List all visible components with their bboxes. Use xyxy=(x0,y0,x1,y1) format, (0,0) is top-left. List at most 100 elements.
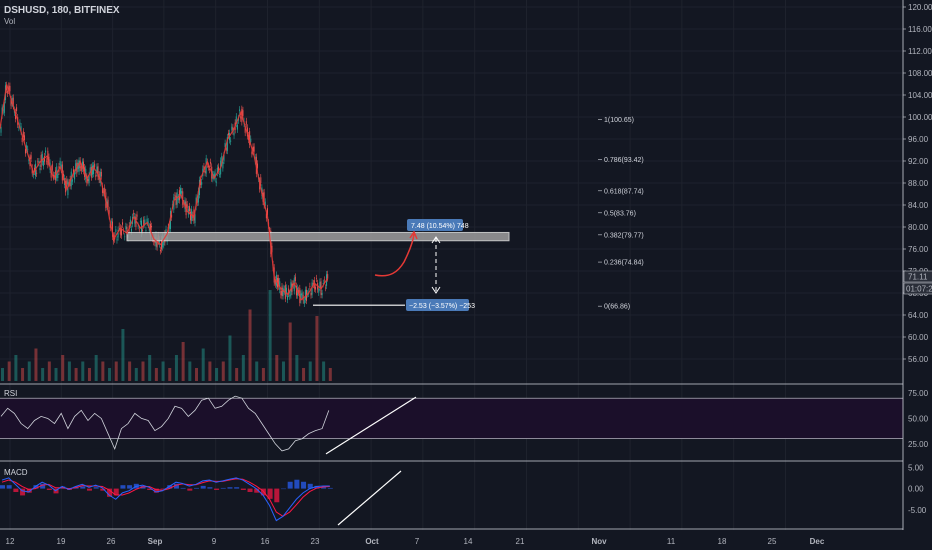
candle-body xyxy=(327,274,329,279)
rsi-line xyxy=(0,395,330,452)
candle-body xyxy=(135,217,137,227)
price-axis-label: 112.00 xyxy=(908,47,932,56)
candle-body xyxy=(300,293,302,301)
candle-body xyxy=(190,211,192,221)
candle-body xyxy=(289,294,291,297)
macd-line xyxy=(1,477,330,522)
candle-body xyxy=(287,295,289,300)
candle-body xyxy=(122,222,124,225)
fib-level-label: 0.236(74.84) xyxy=(604,260,644,267)
macd-histogram-bar xyxy=(86,488,92,491)
candle-body xyxy=(81,161,83,169)
candle-body xyxy=(10,99,12,106)
macd-axis-label: 5.00 xyxy=(908,463,924,472)
fibonacci-levels: 1(100.65) 0.786(93.42) 0.618(87.74) 0.5(83.… xyxy=(598,117,644,311)
candle-body xyxy=(221,156,223,164)
time-axis-label: 16 xyxy=(261,537,270,546)
time-axis-label: 25 xyxy=(768,537,777,546)
macd-histogram-bar xyxy=(0,485,5,489)
macd-histogram-bar xyxy=(100,488,106,491)
time-axis-label: 9 xyxy=(212,537,217,546)
time-axis-label: 11 xyxy=(667,537,676,546)
volume-bar xyxy=(121,329,125,381)
candle-body xyxy=(222,161,224,169)
countdown-tag xyxy=(903,282,932,295)
candle-body xyxy=(130,228,132,232)
candle-body xyxy=(46,161,48,162)
price-axis-label: 104.00 xyxy=(908,91,932,100)
candle-body xyxy=(7,90,9,94)
macd-histogram-bar xyxy=(274,488,280,503)
candle-body xyxy=(79,160,81,169)
macd-histogram-bar xyxy=(107,488,113,497)
candle-body xyxy=(188,206,190,212)
macd-axis-label: -5.00 xyxy=(908,506,927,515)
candle-body xyxy=(97,166,99,177)
macd-histogram-bar xyxy=(153,488,159,493)
resistance-zone-box[interactable] xyxy=(126,231,510,242)
chart-grid xyxy=(0,0,903,530)
candle-body xyxy=(163,238,165,246)
volume-bar xyxy=(201,348,205,381)
candle-body xyxy=(74,172,76,180)
volume-bar xyxy=(54,368,58,381)
candle-body xyxy=(39,167,41,171)
candle-body xyxy=(209,169,211,170)
candle-body xyxy=(204,171,206,173)
candle-body xyxy=(94,163,96,168)
macd-histogram-bar xyxy=(194,487,200,489)
candle-body xyxy=(256,163,258,169)
volume-bar xyxy=(41,368,45,381)
candle-body xyxy=(37,161,39,163)
rsi-axis-label: 25.00 xyxy=(908,440,929,449)
measure-arrow-up xyxy=(431,236,441,244)
volume-bars xyxy=(1,290,332,381)
macd-histogram-bar xyxy=(187,488,193,491)
candle-body xyxy=(230,140,232,142)
candle-body xyxy=(232,127,234,132)
candle-body xyxy=(214,172,216,179)
volume-bar xyxy=(141,361,145,381)
candle-body xyxy=(14,112,16,120)
macd-histogram-bar xyxy=(120,485,126,489)
macd-histogram-bar xyxy=(287,481,293,489)
candle-body xyxy=(93,165,95,174)
candle-body xyxy=(231,126,233,131)
candle-body xyxy=(279,281,281,290)
candle-body xyxy=(245,121,247,125)
price-axis-label: 108.00 xyxy=(908,69,932,78)
candle-body xyxy=(224,142,226,148)
volume-bar xyxy=(188,361,192,381)
chart-axes: 120.00116.00112.00108.00104.00100.0096.0… xyxy=(6,0,932,546)
macd-histogram-bar xyxy=(80,486,86,489)
rsi-axis-label: 50.00 xyxy=(908,414,929,423)
candle-body xyxy=(223,155,225,161)
volume-bar xyxy=(87,368,91,381)
volume-bar xyxy=(322,361,326,381)
macd-histogram-bar xyxy=(40,483,46,489)
candle-body xyxy=(278,278,280,287)
candle-body xyxy=(186,204,188,209)
time-axis-label: 19 xyxy=(57,537,66,546)
candle-body xyxy=(309,286,311,287)
candle-body xyxy=(219,174,221,175)
candle-body xyxy=(311,282,313,295)
candle-body xyxy=(144,219,146,225)
volume-bar xyxy=(261,368,265,381)
volume-label: Vol xyxy=(4,17,15,26)
candle-body xyxy=(282,287,284,297)
candle-body xyxy=(175,195,177,206)
volume-bar xyxy=(14,355,18,381)
macd-histogram-bar xyxy=(26,488,32,493)
fib-level-label: 0(66.86) xyxy=(604,304,630,311)
price-axis-label: 116.00 xyxy=(908,25,932,34)
candle-body xyxy=(316,278,318,279)
candle-body xyxy=(295,285,297,296)
candle-body xyxy=(16,107,18,111)
candle-body xyxy=(249,131,251,145)
measure-annotations[interactable]: 7.48 (10.54%) 748 −2.53 (−3.57%) −253 xyxy=(406,219,475,311)
candle-body xyxy=(26,145,28,150)
candle-body xyxy=(303,300,305,304)
resistance-zone[interactable] xyxy=(126,231,510,242)
